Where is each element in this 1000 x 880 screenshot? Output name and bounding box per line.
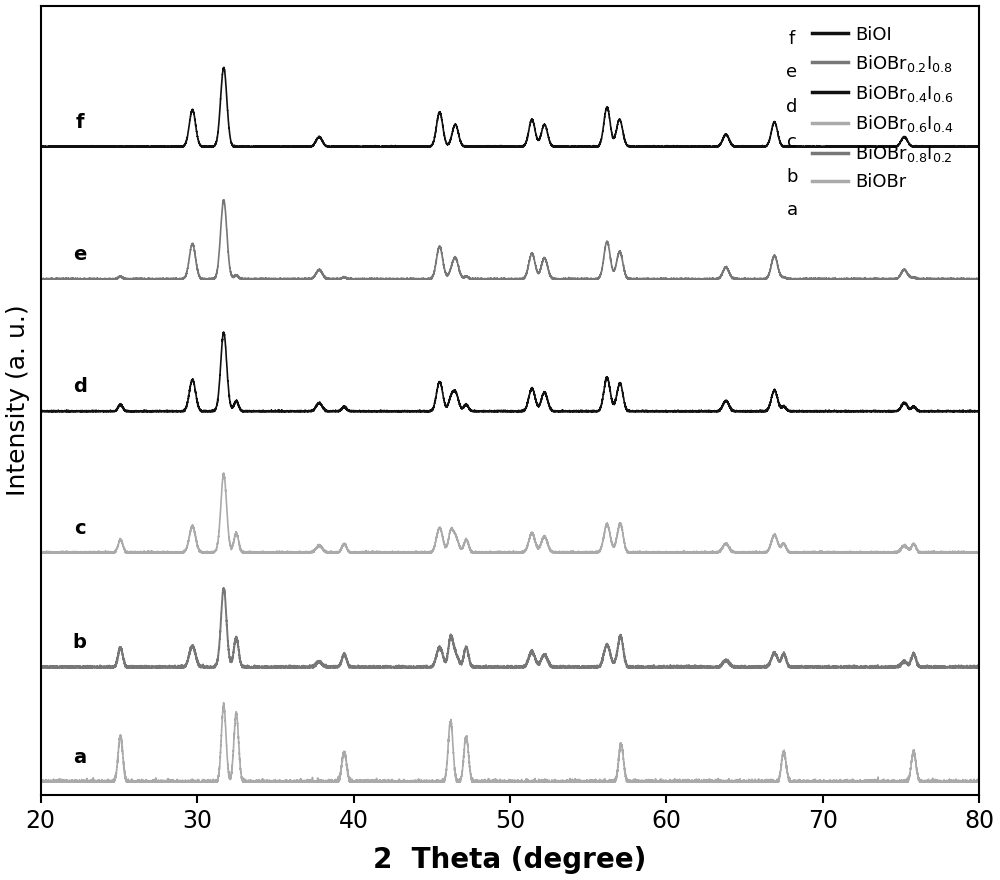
Y-axis label: Intensity (a. u.): Intensity (a. u.) bbox=[6, 304, 30, 496]
Text: f: f bbox=[789, 30, 795, 48]
Text: b: b bbox=[786, 168, 798, 187]
Legend: BiOI, BiOBr$_{0.2}$I$_{0.8}$, BiOBr$_{0.4}$I$_{0.6}$, BiOBr$_{0.6}$I$_{0.4}$, Bi: BiOI, BiOBr$_{0.2}$I$_{0.8}$, BiOBr$_{0.… bbox=[804, 18, 961, 198]
X-axis label: 2  Theta (degree): 2 Theta (degree) bbox=[373, 847, 647, 875]
Text: c: c bbox=[787, 133, 797, 151]
Text: b: b bbox=[73, 634, 87, 652]
Text: f: f bbox=[76, 113, 84, 132]
Text: a: a bbox=[786, 202, 798, 219]
Text: e: e bbox=[73, 246, 86, 264]
Text: d: d bbox=[786, 99, 798, 116]
Text: c: c bbox=[74, 518, 86, 538]
Text: e: e bbox=[786, 63, 798, 81]
Text: a: a bbox=[73, 748, 86, 767]
Text: d: d bbox=[73, 378, 87, 397]
